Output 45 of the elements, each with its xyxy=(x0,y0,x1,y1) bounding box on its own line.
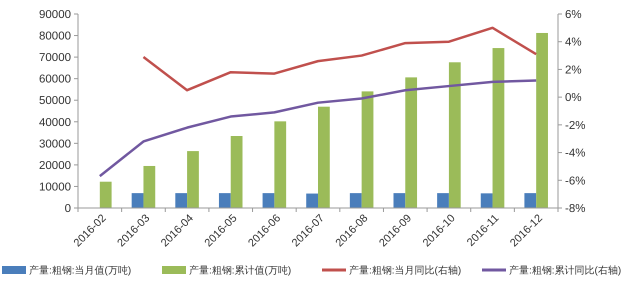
y-tick-label: 90000 xyxy=(39,9,71,22)
legend-label: 产量:粗钢:累计值(万吨) xyxy=(189,264,292,276)
bar xyxy=(306,194,318,208)
y-tick-label: 30000 xyxy=(39,138,71,150)
y2-tick-label: -4% xyxy=(565,148,586,160)
bar xyxy=(405,77,418,208)
bar xyxy=(448,62,461,208)
y2-tick-label: -8% xyxy=(565,203,586,216)
bar xyxy=(187,151,199,208)
bar xyxy=(437,193,449,208)
bar xyxy=(100,182,112,208)
y2-tick-label: -6% xyxy=(565,175,586,188)
bar xyxy=(524,193,536,208)
bar xyxy=(350,193,362,208)
bar xyxy=(362,91,374,208)
y-tick-label: 60000 xyxy=(39,74,71,86)
y-tick-label: 0 xyxy=(64,203,71,216)
legend-label: 产量:粗钢:当月同比(右轴) xyxy=(349,264,462,276)
bar xyxy=(230,136,243,208)
y-tick-label: 10000 xyxy=(39,181,71,194)
bar xyxy=(536,32,548,208)
y2-tick-label: 0% xyxy=(565,92,582,104)
y-tick-label: 70000 xyxy=(39,52,71,64)
bar xyxy=(175,193,188,208)
legend-label: 产量:粗钢:当月值(万吨) xyxy=(29,264,132,276)
legend-label: 产量:粗钢:累计同比(右轴) xyxy=(509,264,622,276)
line-series xyxy=(98,79,538,178)
bar xyxy=(274,121,286,208)
bar xyxy=(132,193,144,208)
y-tick-label: 40000 xyxy=(39,116,71,129)
y-tick-label: 20000 xyxy=(39,160,71,172)
bar xyxy=(218,193,231,208)
y2-tick-label: 6% xyxy=(565,9,582,22)
y-tick-label: 50000 xyxy=(39,95,71,108)
bar xyxy=(480,193,493,208)
bar xyxy=(318,106,330,208)
y2-tick-label: -2% xyxy=(565,120,586,132)
y-tick-label: 80000 xyxy=(39,30,71,43)
line-series xyxy=(142,26,538,92)
bar xyxy=(143,166,156,208)
bar xyxy=(393,193,406,208)
bar xyxy=(262,193,274,208)
y2-tick-label: 2% xyxy=(565,64,582,76)
bar xyxy=(492,48,504,208)
y2-tick-label: 4% xyxy=(565,36,582,49)
